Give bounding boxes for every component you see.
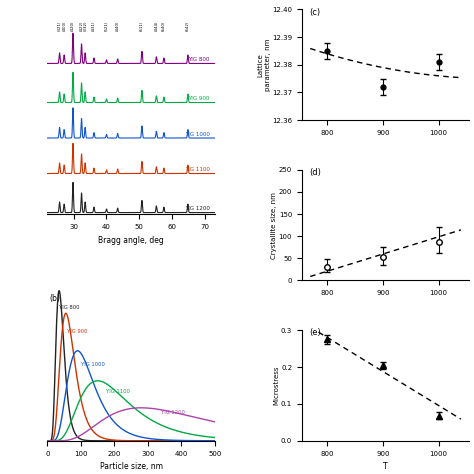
Text: YIG 800: YIG 800 — [189, 57, 210, 62]
Text: (332): (332) — [83, 20, 87, 31]
Y-axis label: Crystallite size, nm: Crystallite size, nm — [271, 191, 277, 259]
X-axis label: Bragg angle, deg: Bragg angle, deg — [98, 236, 164, 245]
Text: (440): (440) — [116, 20, 119, 31]
Text: YIG 900: YIG 900 — [67, 329, 87, 334]
Text: YIG 1200: YIG 1200 — [185, 206, 210, 211]
Text: YIG 1100: YIG 1100 — [185, 167, 210, 172]
Text: (d): (d) — [309, 168, 321, 177]
Text: (e): (e) — [309, 328, 321, 337]
Text: (611): (611) — [140, 20, 144, 31]
Text: (c): (c) — [309, 8, 320, 17]
Text: (400): (400) — [62, 20, 66, 31]
Text: YIG 800: YIG 800 — [59, 305, 80, 310]
X-axis label: T: T — [383, 462, 388, 471]
Text: (444): (444) — [155, 20, 158, 31]
Text: YIG 1000: YIG 1000 — [81, 362, 105, 367]
Text: YIG 1200: YIG 1200 — [161, 410, 185, 415]
Text: (521): (521) — [104, 20, 109, 31]
Text: YIG 1000: YIG 1000 — [185, 132, 210, 137]
Text: YIG 900: YIG 900 — [189, 96, 210, 101]
Y-axis label: Microstress: Microstress — [273, 366, 280, 405]
Text: (420): (420) — [71, 20, 75, 31]
Text: (b): (b) — [49, 294, 60, 303]
Text: (431): (431) — [92, 20, 96, 31]
Text: (640): (640) — [162, 20, 166, 31]
Y-axis label: Lattice
parameter, nm: Lattice parameter, nm — [258, 38, 271, 91]
Text: (422): (422) — [80, 20, 83, 31]
Text: (642): (642) — [186, 20, 190, 31]
Text: YIG 1100: YIG 1100 — [106, 389, 130, 394]
X-axis label: Particle size, nm: Particle size, nm — [100, 462, 163, 471]
Text: (321): (321) — [57, 20, 62, 31]
